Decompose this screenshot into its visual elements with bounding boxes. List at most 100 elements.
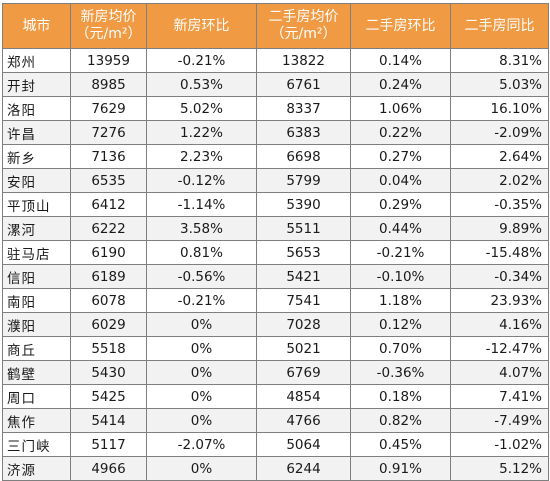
- new-mom-cell: 0%: [146, 384, 257, 409]
- city-cell: 开封: [2, 72, 71, 97]
- used-mom-cell: 0.18%: [350, 384, 451, 409]
- table-header: 城市 新房均价 （元/m²） 新房环比 二手房均价 （元/m²） 二手房环比 二手房同比: [2, 3, 549, 49]
- used-mom-cell: 0.70%: [350, 336, 451, 361]
- header-used-price-unit: （元/m²）: [270, 26, 337, 42]
- used-mom-cell: 0.82%: [350, 408, 451, 433]
- used-yoy-cell: 23.93%: [450, 288, 549, 313]
- used-price-cell: 5064: [256, 432, 351, 457]
- used-mom-cell: 1.18%: [350, 288, 451, 313]
- used-price-cell: 5021: [256, 336, 351, 361]
- new-mom-cell: 5.02%: [146, 96, 257, 121]
- used-yoy-cell: 5.03%: [450, 72, 549, 97]
- used-price-cell: 6698: [256, 144, 351, 169]
- city-cell: 漯河: [2, 216, 71, 241]
- new-price-cell: 6029: [70, 312, 147, 337]
- used-yoy-cell: 4.16%: [450, 312, 549, 337]
- table-row: 南阳 6078 -0.21% 7541 1.18% 23.93%: [2, 288, 549, 313]
- used-yoy-cell: 5.12%: [450, 456, 549, 481]
- used-price-cell: 6769: [256, 360, 351, 385]
- new-price-cell: 6189: [70, 264, 147, 289]
- header-row: 城市 新房均价 （元/m²） 新房环比 二手房均价 （元/m²） 二手房环比 二手房同比: [2, 3, 549, 49]
- table-row: 商丘 5518 0% 5021 0.70% -12.47%: [2, 336, 549, 361]
- table-row: 洛阳 7629 5.02% 8337 1.06% 16.10%: [2, 96, 549, 121]
- used-yoy-cell: -2.09%: [450, 120, 549, 145]
- new-price-cell: 5117: [70, 432, 147, 457]
- city-cell: 洛阳: [2, 96, 71, 121]
- new-mom-cell: 3.58%: [146, 216, 257, 241]
- new-price-cell: 7276: [70, 120, 147, 145]
- header-used-price-label: 二手房均价: [268, 9, 339, 25]
- table-row: 信阳 6189 -0.56% 5421 -0.10% -0.34%: [2, 264, 549, 289]
- new-mom-cell: -0.21%: [146, 48, 257, 73]
- used-yoy-cell: 8.31%: [450, 48, 549, 73]
- new-mom-cell: 0%: [146, 456, 257, 481]
- city-cell: 平顶山: [2, 192, 71, 217]
- header-city-label: 城市: [22, 17, 51, 34]
- new-mom-cell: -0.21%: [146, 288, 257, 313]
- used-mom-cell: -0.36%: [350, 360, 451, 385]
- used-yoy-cell: 2.02%: [450, 168, 549, 193]
- used-yoy-cell: -1.02%: [450, 432, 549, 457]
- new-mom-cell: 0%: [146, 408, 257, 433]
- table-row: 安阳 6535 -0.12% 5799 0.04% 2.02%: [2, 168, 549, 193]
- used-price-cell: 5653: [256, 240, 351, 265]
- used-yoy-cell: -15.48%: [450, 240, 549, 265]
- header-new-mom: 新房环比: [146, 3, 257, 49]
- new-mom-cell: 0.53%: [146, 72, 257, 97]
- new-mom-cell: 0%: [146, 336, 257, 361]
- city-cell: 新乡: [2, 144, 71, 169]
- header-new-price-label: 新房均价: [80, 9, 137, 25]
- used-price-cell: 6244: [256, 456, 351, 481]
- used-mom-cell: -0.10%: [350, 264, 451, 289]
- used-yoy-cell: -7.49%: [450, 408, 549, 433]
- table-row: 济源 4966 0% 6244 0.91% 5.12%: [2, 456, 549, 481]
- used-mom-cell: 0.44%: [350, 216, 451, 241]
- city-cell: 周口: [2, 384, 71, 409]
- used-mom-cell: 0.04%: [350, 168, 451, 193]
- new-price-cell: 4966: [70, 456, 147, 481]
- city-cell: 许昌: [2, 120, 71, 145]
- new-mom-cell: -0.56%: [146, 264, 257, 289]
- used-mom-cell: 0.45%: [350, 432, 451, 457]
- city-cell: 南阳: [2, 288, 71, 313]
- new-mom-cell: 2.23%: [146, 144, 257, 169]
- header-new-price-unit: （元/m²）: [75, 26, 142, 42]
- new-price-cell: 5425: [70, 384, 147, 409]
- used-price-cell: 5421: [256, 264, 351, 289]
- city-cell: 驻马店: [2, 240, 71, 265]
- table-row: 鹤壁 5430 0% 6769 -0.36% 4.07%: [2, 360, 549, 385]
- used-price-cell: 7028: [256, 312, 351, 337]
- used-mom-cell: -0.21%: [350, 240, 451, 265]
- used-yoy-cell: 9.89%: [450, 216, 549, 241]
- header-used-mom-label: 二手房环比: [365, 17, 436, 34]
- table-row: 新乡 7136 2.23% 6698 0.27% 2.64%: [2, 144, 549, 169]
- new-price-cell: 6190: [70, 240, 147, 265]
- new-price-cell: 6412: [70, 192, 147, 217]
- new-mom-cell: -0.12%: [146, 168, 257, 193]
- used-mom-cell: 0.12%: [350, 312, 451, 337]
- used-yoy-cell: -0.35%: [450, 192, 549, 217]
- new-mom-cell: -1.14%: [146, 192, 257, 217]
- new-price-cell: 6222: [70, 216, 147, 241]
- new-mom-cell: 0%: [146, 312, 257, 337]
- table-row: 漯河 6222 3.58% 5511 0.44% 9.89%: [2, 216, 549, 241]
- used-mom-cell: 1.06%: [350, 96, 451, 121]
- city-cell: 济源: [2, 456, 71, 481]
- table-body: 郑州 13959 -0.21% 13822 0.14% 8.31% 开封 8985 0.53% 6…: [2, 48, 549, 481]
- header-used-yoy-label: 二手房同比: [464, 17, 535, 34]
- city-cell: 郑州: [2, 48, 71, 73]
- new-price-cell: 5518: [70, 336, 147, 361]
- table-row: 平顶山 6412 -1.14% 5390 0.29% -0.35%: [2, 192, 549, 217]
- header-new-mom-label: 新房环比: [173, 17, 230, 34]
- new-price-cell: 6078: [70, 288, 147, 313]
- new-mom-cell: 0%: [146, 360, 257, 385]
- table-row: 周口 5425 0% 4854 0.18% 7.41%: [2, 384, 549, 409]
- new-price-cell: 7136: [70, 144, 147, 169]
- city-cell: 焦作: [2, 408, 71, 433]
- used-mom-cell: 0.24%: [350, 72, 451, 97]
- used-price-cell: 7541: [256, 288, 351, 313]
- new-price-cell: 6535: [70, 168, 147, 193]
- used-price-cell: 5390: [256, 192, 351, 217]
- used-price-cell: 13822: [256, 48, 351, 73]
- city-cell: 商丘: [2, 336, 71, 361]
